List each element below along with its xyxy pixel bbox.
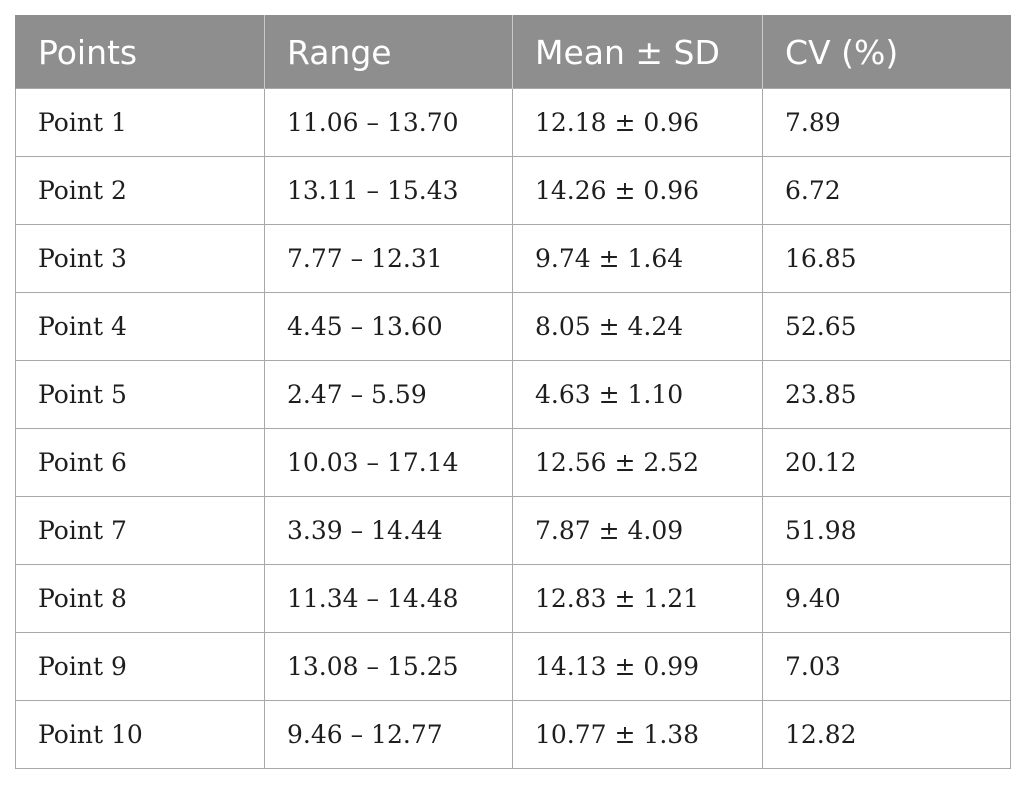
- cell-range: 9.46 – 12.77: [264, 700, 513, 769]
- cell-point: Point 5: [15, 360, 265, 429]
- header-points: Points: [15, 15, 265, 89]
- table-header: Points Range Mean ± SD CV (%): [15, 15, 1011, 89]
- cell-cv: 52.65: [762, 292, 1011, 361]
- cell-range: 10.03 – 17.14: [264, 428, 513, 497]
- table-row: Point 6 10.03 – 17.14 12.56 ± 2.52 20.12: [15, 428, 1011, 497]
- cell-point: Point 6: [15, 428, 265, 497]
- cell-point: Point 1: [15, 88, 265, 157]
- cell-mean-sd: 14.13 ± 0.99: [512, 632, 763, 701]
- cell-range: 13.08 – 15.25: [264, 632, 513, 701]
- table-row: Point 7 3.39 – 14.44 7.87 ± 4.09 51.98: [15, 496, 1011, 565]
- cell-range: 3.39 – 14.44: [264, 496, 513, 565]
- cell-mean-sd: 14.26 ± 0.96: [512, 156, 763, 225]
- cell-cv: 9.40: [762, 564, 1011, 633]
- header-range: Range: [264, 15, 513, 89]
- cell-cv: 6.72: [762, 156, 1011, 225]
- table-row: Point 2 13.11 – 15.43 14.26 ± 0.96 6.72: [15, 156, 1011, 225]
- table-row: Point 8 11.34 – 14.48 12.83 ± 1.21 9.40: [15, 564, 1011, 633]
- cell-mean-sd: 12.18 ± 0.96: [512, 88, 763, 157]
- header-row: Points Range Mean ± SD CV (%): [15, 15, 1011, 89]
- cell-point: Point 9: [15, 632, 265, 701]
- table-row: Point 10 9.46 – 12.77 10.77 ± 1.38 12.82: [15, 700, 1011, 769]
- cell-point: Point 8: [15, 564, 265, 633]
- cell-mean-sd: 8.05 ± 4.24: [512, 292, 763, 361]
- cell-range: 7.77 – 12.31: [264, 224, 513, 293]
- cell-mean-sd: 10.77 ± 1.38: [512, 700, 763, 769]
- cell-mean-sd: 12.83 ± 1.21: [512, 564, 763, 633]
- statistics-table: Points Range Mean ± SD CV (%) Point 1 11…: [15, 15, 1011, 769]
- cell-range: 2.47 – 5.59: [264, 360, 513, 429]
- header-mean-sd-text: Mean ± SD: [535, 32, 720, 72]
- table-row: Point 1 11.06 – 13.70 12.18 ± 0.96 7.89: [15, 88, 1011, 157]
- header-mean-sd: Mean ± SD: [512, 15, 763, 89]
- table-row: Point 9 13.08 – 15.25 14.13 ± 0.99 7.03: [15, 632, 1011, 701]
- cell-point: Point 4: [15, 292, 265, 361]
- cell-point: Point 2: [15, 156, 265, 225]
- cell-mean-sd: 12.56 ± 2.52: [512, 428, 763, 497]
- table-row: Point 3 7.77 – 12.31 9.74 ± 1.64 16.85: [15, 224, 1011, 293]
- cell-cv: 7.89: [762, 88, 1011, 157]
- cell-cv: 20.12: [762, 428, 1011, 497]
- cell-range: 4.45 – 13.60: [264, 292, 513, 361]
- cell-cv: 51.98: [762, 496, 1011, 565]
- cell-point: Point 10: [15, 700, 265, 769]
- cell-mean-sd: 9.74 ± 1.64: [512, 224, 763, 293]
- table-row: Point 5 2.47 – 5.59 4.63 ± 1.10 23.85: [15, 360, 1011, 429]
- cell-cv: 16.85: [762, 224, 1011, 293]
- data-table-container: Points Range Mean ± SD CV (%) Point 1 11…: [15, 15, 1011, 769]
- cell-range: 13.11 – 15.43: [264, 156, 513, 225]
- table-body: Point 1 11.06 – 13.70 12.18 ± 0.96 7.89 …: [15, 88, 1011, 769]
- cell-point: Point 7: [15, 496, 265, 565]
- cell-cv: 23.85: [762, 360, 1011, 429]
- cell-range: 11.34 – 14.48: [264, 564, 513, 633]
- cell-range: 11.06 – 13.70: [264, 88, 513, 157]
- cell-mean-sd: 4.63 ± 1.10: [512, 360, 763, 429]
- cell-cv: 7.03: [762, 632, 1011, 701]
- header-cv: CV (%): [762, 15, 1011, 89]
- cell-cv: 12.82: [762, 700, 1011, 769]
- cell-mean-sd: 7.87 ± 4.09: [512, 496, 763, 565]
- table-row: Point 4 4.45 – 13.60 8.05 ± 4.24 52.65: [15, 292, 1011, 361]
- cell-point: Point 3: [15, 224, 265, 293]
